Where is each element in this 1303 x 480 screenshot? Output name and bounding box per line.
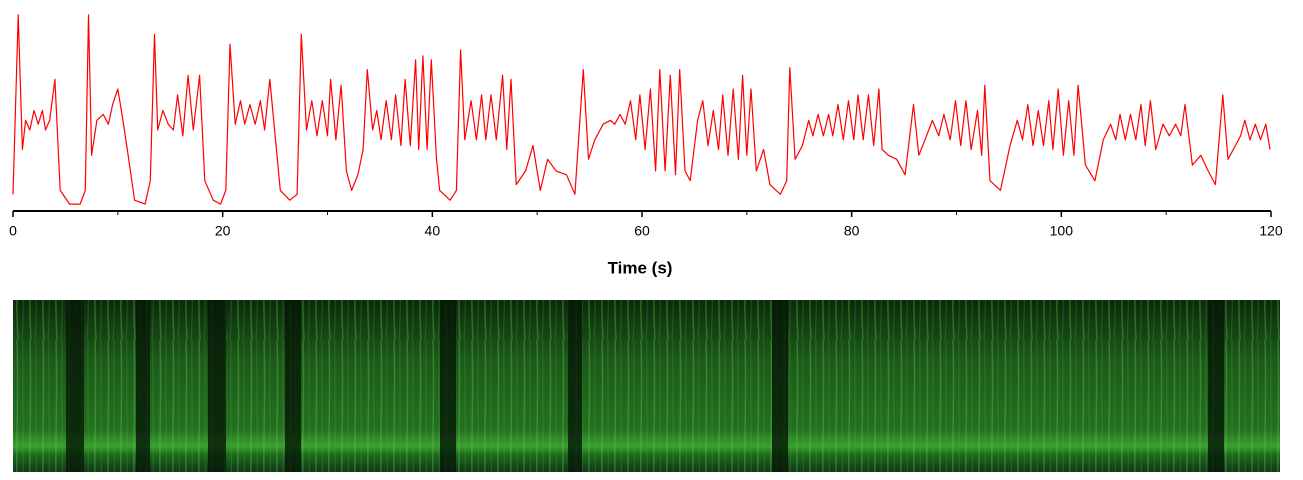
x-tick-label: 80 [844,223,860,239]
x-tick-label: 20 [215,223,231,239]
x-tick-label: 60 [634,223,650,239]
trace-line [12,14,1271,205]
x-axis-label: Time (s) [608,258,673,277]
kymograph [13,300,1280,472]
x-tick-label: 100 [1050,223,1074,239]
x-tick-label: 40 [425,223,441,239]
x-tick-label: 120 [1259,223,1283,239]
x-tick-label: 0 [9,223,17,239]
